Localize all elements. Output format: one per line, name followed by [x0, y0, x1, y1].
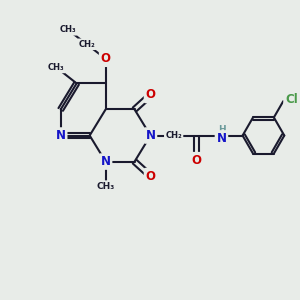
Text: O: O: [192, 154, 202, 166]
Text: CH₃: CH₃: [97, 182, 115, 191]
Text: O: O: [146, 169, 155, 183]
Text: CH₂: CH₂: [165, 131, 182, 140]
Text: N: N: [56, 129, 66, 142]
Text: O: O: [100, 52, 111, 65]
Text: N: N: [216, 132, 226, 145]
Text: CH₂: CH₂: [78, 40, 95, 49]
Text: CH₃: CH₃: [48, 63, 65, 72]
Text: H: H: [218, 124, 225, 134]
Text: O: O: [146, 88, 155, 101]
Text: N: N: [100, 155, 111, 168]
Text: N: N: [146, 129, 155, 142]
Text: CH₃: CH₃: [60, 25, 76, 34]
Text: Cl: Cl: [285, 93, 298, 106]
